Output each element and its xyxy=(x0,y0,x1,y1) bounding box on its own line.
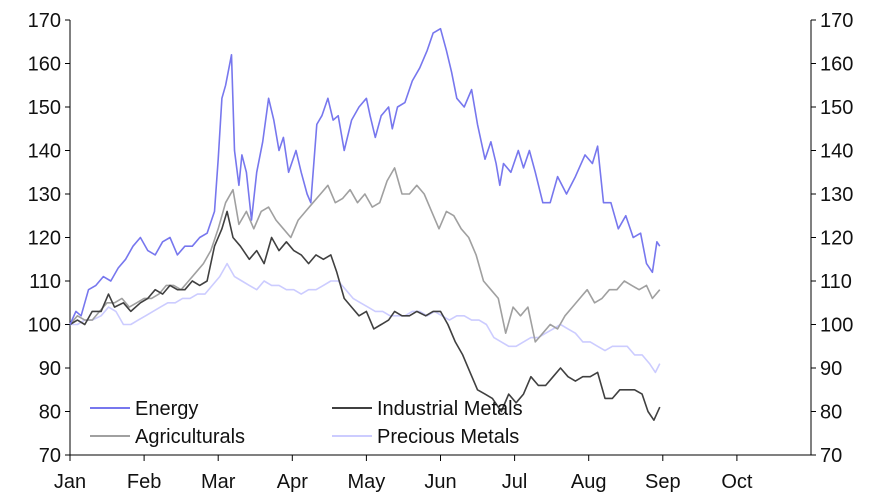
x-tick-label: Jul xyxy=(502,471,528,493)
x-tick-label: Sep xyxy=(645,471,681,493)
left-y-tick-label: 100 xyxy=(28,315,61,337)
x-tick-label: Oct xyxy=(721,471,753,493)
right-y-tick-label: 150 xyxy=(820,97,853,119)
right-y-tick-label: 90 xyxy=(820,358,842,380)
right-y-tick-label: 120 xyxy=(820,228,853,250)
right-y-tick-label: 110 xyxy=(820,271,852,293)
left-y-tick-label: 170 xyxy=(28,10,61,32)
axis-ticks xyxy=(65,19,816,461)
left-y-tick-label: 120 xyxy=(28,228,61,250)
series-line-energy xyxy=(69,27,661,325)
left-y-tick-label: 160 xyxy=(28,54,61,76)
right-y-tick-label: 80 xyxy=(820,402,842,424)
right-y-tick-label: 130 xyxy=(820,184,853,206)
x-tick-label: Aug xyxy=(571,471,607,493)
x-tick-label: Apr xyxy=(277,471,308,493)
right-y-tick-label: 70 xyxy=(820,445,842,467)
chart-axes xyxy=(69,20,812,456)
right-y-tick-label: 160 xyxy=(820,54,853,76)
legend: Energy Industrial Metals Agriculturals Prec… xyxy=(90,398,523,448)
x-tick-label: Jun xyxy=(424,471,456,493)
x-tick-label: Mar xyxy=(201,471,236,493)
x-tick-label: May xyxy=(348,471,386,493)
left-y-tick-label: 80 xyxy=(39,402,61,424)
series-lines xyxy=(69,27,661,422)
left-y-tick-label: 140 xyxy=(28,141,61,163)
legend-label-agriculturals: Agriculturals xyxy=(135,426,245,448)
axis-tick-labels: 70 70 80 80 90 90 100 100 110 110 120 120 130 130 140 1… xyxy=(28,10,854,493)
right-y-tick-label: 170 xyxy=(820,10,853,32)
left-y-tick-label: 150 xyxy=(28,97,61,119)
series-line-industrial-metals xyxy=(69,210,661,422)
x-tick-label: Feb xyxy=(127,471,161,493)
left-y-tick-label: 130 xyxy=(28,184,61,206)
series-line-precious-metals xyxy=(70,262,661,374)
left-y-tick-label: 110 xyxy=(29,271,61,293)
right-y-tick-label: 100 xyxy=(820,315,853,337)
series-line-agriculturals xyxy=(69,167,661,343)
legend-label-industrial-metals: Industrial Metals xyxy=(377,398,523,420)
right-y-tick-label: 140 xyxy=(820,141,853,163)
legend-label-energy: Energy xyxy=(135,398,198,420)
left-y-tick-label: 70 xyxy=(39,445,61,467)
x-tick-label: Jan xyxy=(54,471,86,493)
legend-label-precious-metals: Precious Metals xyxy=(377,426,519,448)
left-y-tick-label: 90 xyxy=(39,358,61,380)
